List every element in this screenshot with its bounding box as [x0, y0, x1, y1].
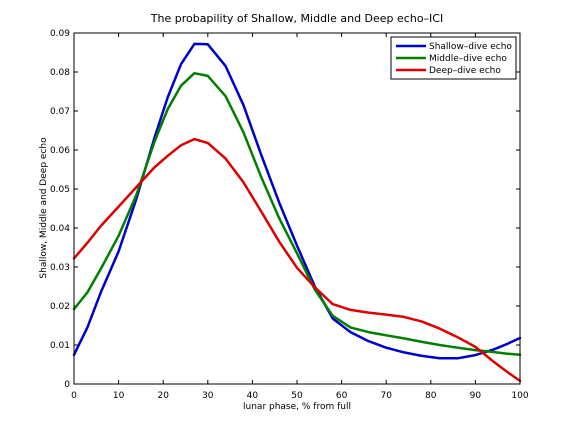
x-tick-label: 40	[247, 391, 259, 401]
chart-title: The probapility of Shallow, Middle and D…	[150, 12, 443, 25]
y-tick-label: 0.05	[50, 185, 70, 195]
series-line	[72, 137, 522, 383]
x-axis-label: lunar phase, % from full	[243, 402, 351, 412]
series-line	[72, 42, 522, 360]
legend-label: Deep–dive echo	[429, 66, 501, 76]
y-tick-label: 0.02	[50, 302, 70, 312]
y-tick-label: 0	[64, 380, 70, 390]
axis-ticks: 0 10 20 30 40 50 60 70 80 90 100 0 0.01 0.02 0.03 0.04 0…	[50, 29, 529, 401]
x-tick-label: 10	[113, 391, 125, 401]
legend-box	[390, 36, 517, 80]
x-tick-label: 50	[291, 391, 303, 401]
series-lines	[72, 42, 522, 383]
y-tick-label: 0.07	[50, 107, 70, 117]
series-line	[72, 71, 522, 357]
x-tick-label: 90	[470, 391, 482, 401]
x-tick-label: 100	[511, 391, 528, 401]
plot-area-frame	[73, 32, 521, 385]
x-tick-label: 30	[202, 391, 214, 401]
x-tick-label: 80	[425, 391, 437, 401]
y-tick-label: 0.03	[50, 263, 70, 273]
y-tick-label: 0.06	[50, 146, 70, 156]
x-tick-label: 20	[157, 391, 169, 401]
y-tick-label: 0.09	[50, 29, 70, 39]
y-tick-label: 0.04	[50, 224, 70, 234]
legend-label: Middle–dive echo	[429, 54, 507, 64]
x-tick-label: 60	[336, 391, 348, 401]
legend: Shallow–dive echo Middle–dive echo Deep–di…	[390, 36, 517, 80]
x-tick-label: 70	[380, 391, 392, 401]
x-tick-label: 0	[71, 391, 77, 401]
y-tick-label: 0.01	[50, 341, 70, 351]
y-tick-label: 0.08	[50, 68, 70, 78]
legend-label: Shallow–dive echo	[429, 42, 512, 52]
y-axis-label: Shallow, Middle and Deep echo	[39, 137, 49, 279]
